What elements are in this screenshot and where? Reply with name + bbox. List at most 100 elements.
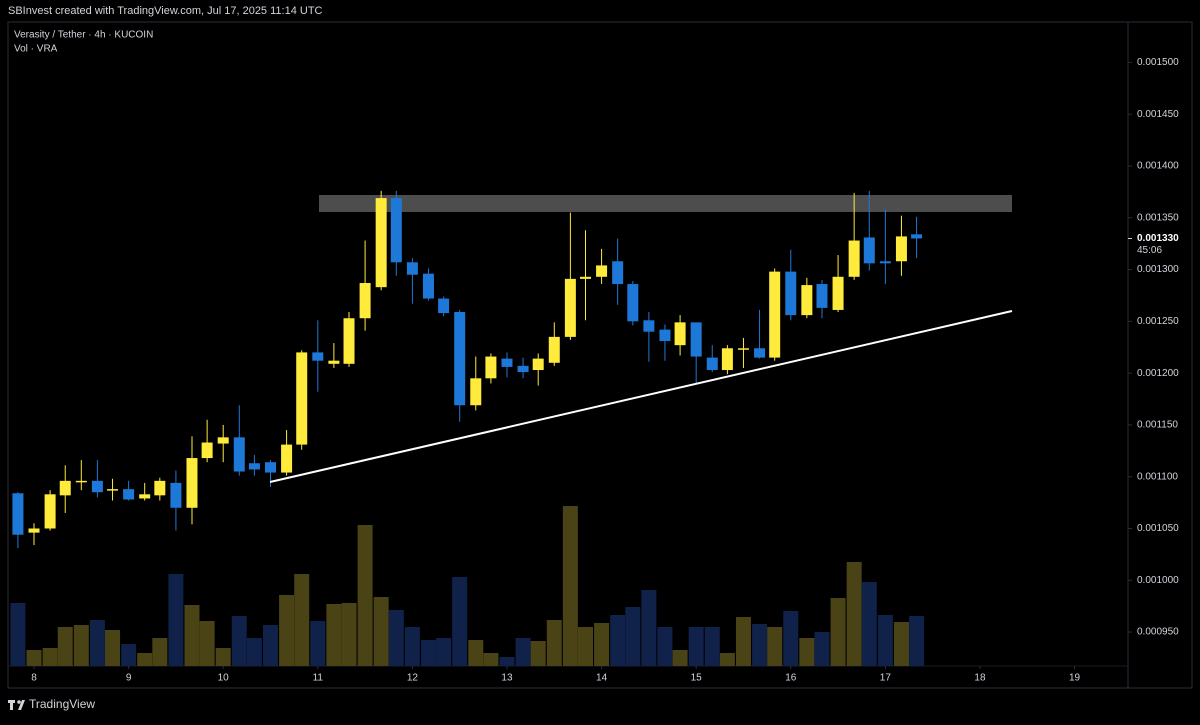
candle-body <box>438 298 450 314</box>
volume-bar <box>89 620 105 666</box>
volume-bar <box>279 595 295 666</box>
y-tick-label: 0.001200 <box>1137 368 1179 379</box>
chart-title: Verasity / Tether · 4h · KUCOIN <box>14 30 153 41</box>
candle-body <box>470 378 482 406</box>
candle-body <box>217 437 229 444</box>
volume-bar <box>246 638 262 666</box>
countdown: 45:06 <box>1137 245 1162 256</box>
candle-body <box>754 348 766 358</box>
volume-bar <box>735 617 751 666</box>
candle-body <box>233 437 245 472</box>
volume-bar <box>341 603 357 666</box>
header: SBInvest created with TradingView.com, J… <box>8 5 323 17</box>
volume-bar <box>688 627 704 666</box>
volume-bar <box>877 615 893 666</box>
volume-bar <box>672 650 688 666</box>
last-price-label: 0.001330 <box>1137 233 1179 244</box>
logo-part <box>10 700 13 710</box>
x-tick-label: 19 <box>1069 673 1081 684</box>
candle-body <box>170 482 182 508</box>
volume-bar <box>641 590 657 666</box>
volume-bar <box>752 624 768 666</box>
volume-bar <box>719 653 735 666</box>
volume-bar <box>483 653 499 666</box>
frame <box>7 21 1193 689</box>
candle-body <box>312 352 324 361</box>
candle-body <box>785 271 797 316</box>
volume-bar <box>610 615 626 666</box>
volume-bar <box>10 603 26 666</box>
volume-bar <box>199 621 215 666</box>
y-tick-label: 0.000950 <box>1137 627 1179 638</box>
logo-part <box>18 700 25 710</box>
volume-bar <box>530 641 546 666</box>
candle-body <box>186 458 198 508</box>
volume-bar <box>57 627 73 666</box>
candle-body <box>596 265 608 277</box>
candle-body <box>139 494 151 499</box>
y-tick-label: 0.001300 <box>1137 264 1179 275</box>
candle-body <box>265 462 276 473</box>
candle-body <box>75 480 87 483</box>
logo-part <box>17 700 21 704</box>
trendline <box>269 310 1013 483</box>
volume-bar <box>263 625 278 666</box>
volume-bar <box>594 623 610 666</box>
candle-body <box>296 352 308 445</box>
candle-body <box>12 493 24 535</box>
y-tick-label: 0.001000 <box>1137 575 1179 586</box>
candle-body <box>154 480 166 496</box>
x-tick-label: 14 <box>596 673 608 684</box>
volume-bar <box>704 627 720 666</box>
candle-body <box>832 276 844 310</box>
volume-bar <box>893 622 909 666</box>
volume-bar <box>499 657 515 666</box>
candle-body <box>485 356 497 379</box>
candle-body <box>911 234 923 239</box>
volume-bar <box>215 648 231 666</box>
y-tick-label: 0.001500 <box>1137 57 1179 68</box>
volume-layer <box>10 506 925 666</box>
y-tick-label: 0.001400 <box>1137 161 1179 172</box>
volume-bar <box>861 582 877 666</box>
volume-bar <box>152 638 168 666</box>
y-tick-label: 0.001450 <box>1137 109 1179 120</box>
volume-bar <box>625 607 641 666</box>
volume-bar <box>121 644 137 666</box>
candle-body <box>123 489 135 500</box>
x-tick-label: 16 <box>785 673 797 684</box>
candle-body <box>816 284 828 308</box>
candle-body <box>328 360 340 364</box>
volume-bar <box>184 605 200 666</box>
volume-bar <box>846 562 862 666</box>
volume-bar <box>452 577 468 666</box>
volume-bar <box>326 604 342 666</box>
candle-body <box>879 261 891 264</box>
candle-body <box>706 357 718 371</box>
candle-body <box>548 336 560 363</box>
volume-bar <box>783 611 799 666</box>
y-tick-label: 0.001050 <box>1137 523 1179 534</box>
candle-body <box>737 348 749 350</box>
candle-body <box>517 365 529 373</box>
x-tick-label: 15 <box>691 673 703 684</box>
candle-body <box>612 261 624 285</box>
volume-bar <box>578 627 593 666</box>
candle-layer <box>12 190 923 549</box>
y-tick-label: 0.001350 <box>1137 212 1179 223</box>
candle-body <box>91 480 103 493</box>
candle-body <box>580 276 591 279</box>
candle-body <box>848 240 860 277</box>
candle-body <box>690 322 702 357</box>
x-tick-label: 9 <box>126 673 132 684</box>
volume-bar <box>357 525 373 666</box>
y-tick-label: 0.001250 <box>1137 316 1179 327</box>
volume-bar <box>657 627 673 666</box>
x-tick-label: 17 <box>880 673 892 684</box>
candle-body <box>248 463 260 470</box>
candle-body <box>769 271 781 358</box>
volume-bar <box>42 648 58 666</box>
candle-body <box>863 237 875 264</box>
volume-bar <box>73 625 89 666</box>
